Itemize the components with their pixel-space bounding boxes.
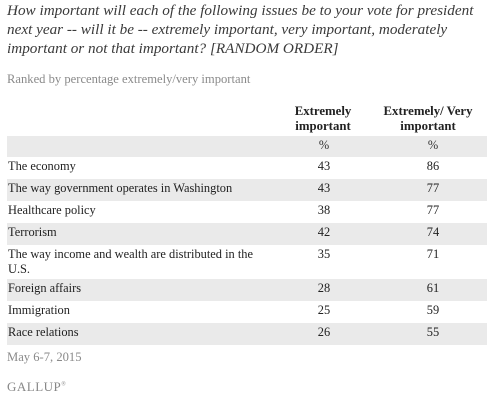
table-row: Healthcare policy 38 77 (7, 201, 487, 223)
logo-text: GALLUP (7, 379, 62, 394)
table-row: Terrorism 42 74 (7, 223, 487, 245)
issue-label: Race relations (8, 325, 79, 339)
registered-mark: ® (61, 381, 67, 388)
issue-label: The way government operates in Washingto… (8, 181, 233, 195)
unit-row: % % (7, 136, 487, 157)
issue-label: Immigration (8, 303, 70, 317)
extremely-value: 28 (317, 281, 331, 295)
extremely-very-value: 77 (426, 181, 440, 195)
unit-label-cell (7, 136, 269, 157)
issue-label: Foreign affairs (8, 281, 82, 295)
extremely-very-value: 77 (426, 203, 440, 217)
table-row: Foreign affairs 28 61 (7, 279, 487, 301)
issue-label: Healthcare policy (8, 203, 96, 217)
table-row: The economy 43 86 (7, 157, 487, 179)
survey-date: May 6-7, 2015 (7, 350, 82, 364)
extremely-very-value: 74 (426, 225, 440, 239)
extremely-very-value: 61 (426, 281, 440, 295)
extremely-very-value: 71 (426, 247, 440, 261)
ranking-note: Ranked by percentage extremely/very impo… (7, 72, 251, 86)
unit-extremely-very: % (427, 138, 439, 152)
extremely-very-value: 86 (426, 159, 440, 173)
extremely-value: 42 (317, 225, 331, 239)
issue-label: The way income and wealth are distribute… (8, 247, 253, 276)
table-row: The way government operates in Washingto… (7, 179, 487, 201)
extremely-value: 38 (317, 203, 331, 217)
gallup-logo: GALLUP® (7, 379, 66, 395)
unit-extremely: % (318, 138, 330, 152)
extremely-value: 35 (317, 247, 331, 261)
results-table: % % The economy 43 86 The way government… (7, 136, 487, 345)
table-row: Immigration 25 59 (7, 301, 487, 323)
extremely-value: 25 (317, 303, 331, 317)
extremely-value: 43 (317, 181, 331, 195)
extremely-very-value: 59 (426, 303, 440, 317)
table-row: Race relations 26 55 (7, 323, 487, 345)
extremely-value: 43 (317, 159, 331, 173)
extremely-very-value: 55 (426, 325, 440, 339)
table-row: The way income and wealth are distribute… (7, 245, 487, 279)
column-header-extremely-very: Extremely/ Very important (383, 104, 473, 133)
issue-label: The economy (8, 159, 76, 173)
column-header-extremely: Extremely important (294, 104, 352, 133)
survey-question: How important will each of the following… (7, 2, 474, 58)
issue-label: Terrorism (8, 225, 57, 239)
extremely-value: 26 (317, 325, 331, 339)
